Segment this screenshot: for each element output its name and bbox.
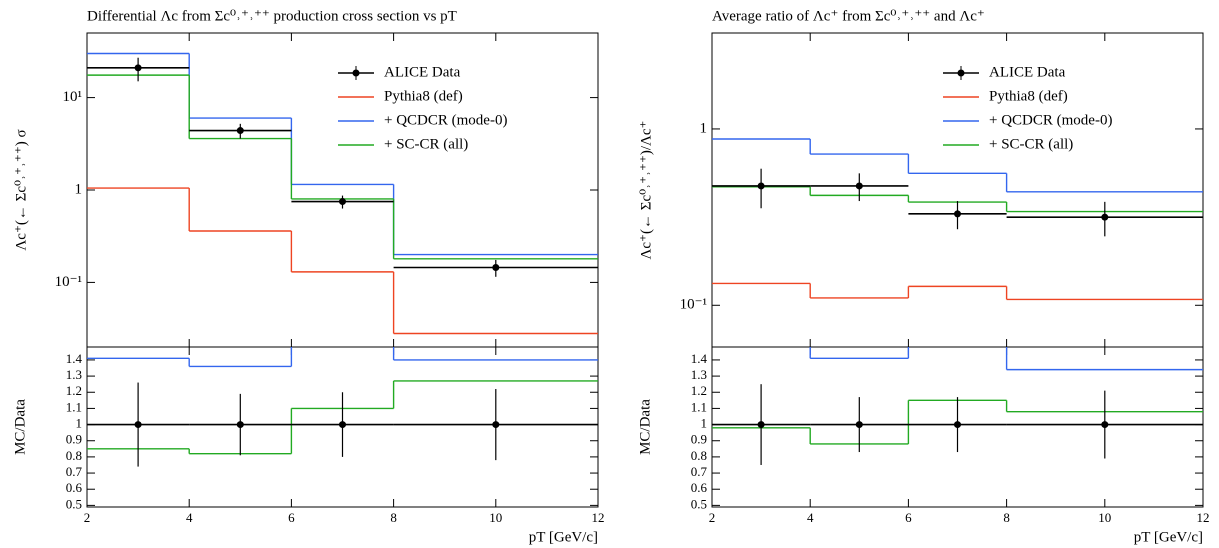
data-point <box>492 421 500 429</box>
x-tick-label: 2 <box>709 510 716 525</box>
x-axis-label: pT [GeV/c] <box>1134 529 1203 545</box>
data-point <box>954 210 961 218</box>
x-tick-label: 6 <box>905 510 912 525</box>
y-tick-label: 10⁻¹ <box>680 297 707 313</box>
chart-title: Differential Λc from Σc⁰˒⁺˒⁺⁺ production… <box>87 8 457 24</box>
y-tick-label: 0.6 <box>691 480 708 495</box>
y-tick-label: 10⁻¹ <box>55 274 82 290</box>
y-tick-label: 0.8 <box>66 448 82 463</box>
y-tick-label: 0.7 <box>691 464 708 479</box>
y-tick-label: 0.7 <box>66 464 83 479</box>
legend-label: + SC-CR (all) <box>989 136 1073 152</box>
data-point <box>757 421 765 429</box>
x-tick-label: 12 <box>1197 510 1210 525</box>
y-axis-label: MC/Data <box>12 399 28 455</box>
x-tick-label: 12 <box>592 510 605 525</box>
legend-label: ALICE Data <box>384 64 461 80</box>
data-point <box>954 421 961 429</box>
y-tick-label: 0.9 <box>66 432 82 447</box>
x-tick-label: 4 <box>807 510 814 525</box>
data-point <box>1101 421 1109 429</box>
data-point <box>855 421 863 429</box>
y-tick-label: 1.4 <box>66 351 83 366</box>
x-tick-label: 2 <box>84 510 91 525</box>
data-point <box>1101 213 1109 221</box>
y-axis-label: Λc⁺(← Σc⁰˒⁺˒⁺⁺)/Λc⁺ <box>638 121 654 260</box>
data-point <box>757 182 765 190</box>
legend-label: Pythia8 (def) <box>989 88 1068 104</box>
x-tick-label: 8 <box>390 510 397 525</box>
y-tick-label: 1 <box>701 416 708 431</box>
legend-label: ALICE Data <box>989 64 1066 80</box>
plot-frame <box>711 346 1204 508</box>
plot-frame <box>86 346 599 508</box>
y-axis-label: Λc⁺(← Σc⁰˒⁺˒⁺⁺) σ <box>13 129 29 250</box>
y-tick-label: 1.4 <box>691 351 708 366</box>
x-tick-label: 10 <box>1098 510 1111 525</box>
data-point <box>339 421 346 429</box>
y-tick-label: 1.2 <box>691 383 707 398</box>
x-tick-label: 8 <box>1003 510 1010 525</box>
x-axis-label: pT [GeV/c] <box>529 529 598 545</box>
legend-swatch <box>957 69 965 77</box>
plot-area <box>87 347 598 467</box>
data-point <box>236 127 244 135</box>
plot-area <box>712 138 1203 301</box>
y-tick-label: 0.5 <box>691 496 707 511</box>
data-point <box>134 64 142 72</box>
y-axis-label: MC/Data <box>637 399 653 455</box>
y-tick-label: 1.2 <box>66 383 82 398</box>
data-point <box>855 182 863 190</box>
legend-label: + SC-CR (all) <box>384 136 468 152</box>
x-tick-label: 6 <box>288 510 295 525</box>
chart-title: Average ratio of Λc⁺ from Σc⁰˒⁺˒⁺⁺ and Λ… <box>712 8 985 24</box>
plot-frame <box>86 32 599 348</box>
data-point <box>236 421 244 429</box>
legend-label: Pythia8 (def) <box>384 88 463 104</box>
y-tick-label: 0.9 <box>691 432 707 447</box>
legend-label: + QCDCR (mode-0) <box>989 112 1112 128</box>
y-tick-label: 0.5 <box>66 496 82 511</box>
y-tick-label: 0.8 <box>691 448 707 463</box>
y-tick-label: 1.3 <box>691 367 707 382</box>
y-tick-label: 1 <box>75 181 83 197</box>
y-tick-label: 1 <box>76 416 83 431</box>
y-tick-label: 1 <box>700 120 708 136</box>
data-point <box>134 421 142 429</box>
data-point <box>339 198 346 206</box>
x-tick-label: 4 <box>186 510 193 525</box>
y-tick-label: 1.1 <box>66 399 82 414</box>
plot-area <box>87 52 598 335</box>
legend-swatch <box>352 69 360 77</box>
legend-label: + QCDCR (mode-0) <box>384 112 507 128</box>
y-tick-label: 0.6 <box>66 480 83 495</box>
y-tick-label: 1.3 <box>66 367 82 382</box>
data-point <box>492 263 500 271</box>
y-tick-label: 10¹ <box>63 89 83 105</box>
plot-area <box>712 347 1203 465</box>
x-tick-label: 10 <box>489 510 502 525</box>
y-tick-label: 1.1 <box>691 399 707 414</box>
